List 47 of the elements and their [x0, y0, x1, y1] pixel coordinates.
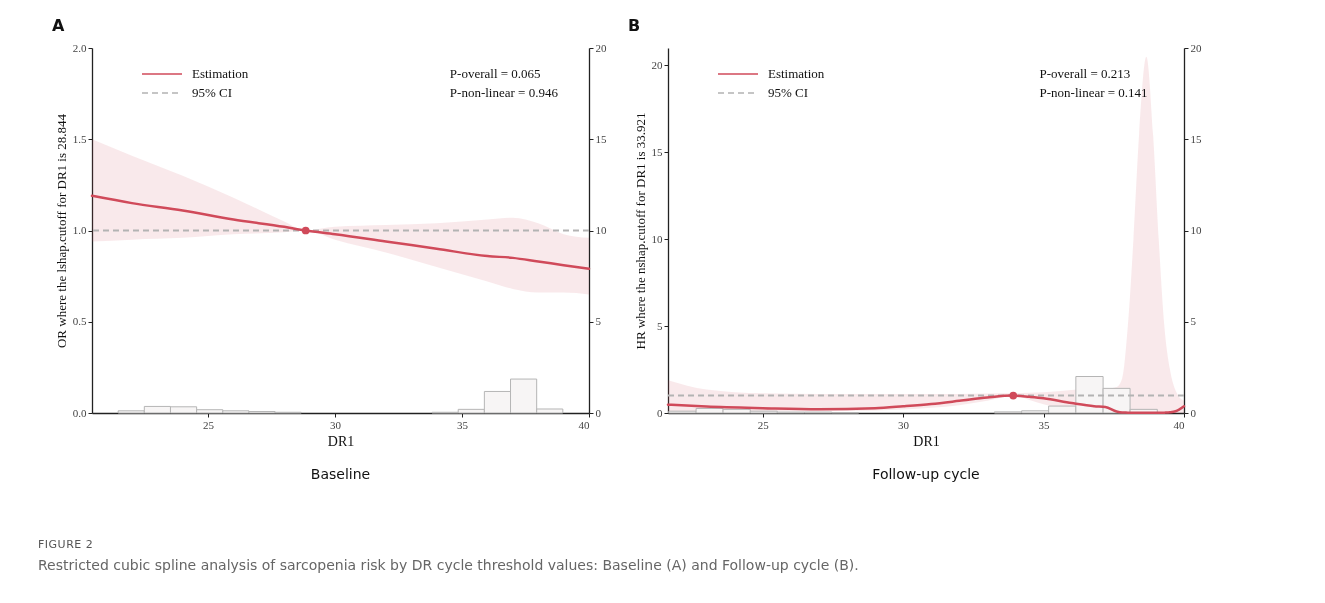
annotation: P-non-linear = 0.141: [1039, 85, 1148, 100]
legend-label: Estimation: [768, 66, 825, 81]
y2-tick-label: 15: [1190, 132, 1202, 145]
y-tick-label: 5: [657, 319, 663, 332]
chart-title: A: [52, 16, 65, 35]
x-tick-label: 30: [330, 418, 342, 431]
text: Restricted cubic spline analysis of sarcopenia risk by DR cycle threshold values: Baseline (A) and Follow-up cycle (B).: [38, 557, 859, 573]
legend-label: 95% CI: [768, 85, 809, 100]
y-tick-label: 1.5: [72, 132, 87, 145]
x-axis-title: DR1: [327, 433, 355, 449]
x-tick-label: 35: [457, 418, 469, 431]
y-tick-label: 15: [651, 145, 663, 158]
chart-title: B: [628, 16, 641, 35]
y2-tick-label: 20: [595, 41, 607, 54]
y-axis-title: OR where the lshap.cutoff for DR1 is 28.844: [53, 113, 69, 349]
y2-tick-label: 0: [1190, 406, 1197, 419]
y-tick-label: 2.0: [72, 41, 87, 54]
x-tick-label: 40: [578, 418, 590, 431]
text: Baseline: [310, 466, 371, 482]
legend-label: Estimation: [192, 66, 249, 81]
caption: FIGURE 2: [38, 538, 95, 551]
y2-tick-label: 5: [1190, 315, 1197, 328]
y2-tick-label: 15: [595, 132, 607, 145]
x-tick-label: 25: [757, 418, 770, 431]
y-tick-label: 20: [651, 58, 663, 71]
x-tick-label: 25: [203, 418, 215, 431]
text: Follow-up cycle: [872, 466, 980, 482]
legend-label: 95% CI: [192, 85, 233, 100]
y2-tick-label: 10: [595, 224, 607, 236]
y-tick-label: 0.5: [72, 315, 87, 328]
y2-tick-label: 5: [595, 315, 602, 328]
line-series: [90, 194, 591, 271]
x-axis-title: DR1: [913, 433, 940, 449]
y-tick-label: 0.0: [72, 406, 87, 419]
y2-tick-label: 0: [595, 406, 602, 419]
y2-tick-label: 10: [1190, 224, 1202, 236]
y-tick-label: 0: [657, 406, 663, 419]
y-tick-label: 1.0: [72, 224, 87, 236]
annotation: P-non-linear = 0.946: [449, 85, 559, 100]
y-tick-label: 10: [651, 232, 663, 245]
y-axis-title: HR where the nshap.cutoff for DR1 is 33.921: [632, 112, 648, 350]
x-tick-label: 35: [1038, 418, 1051, 431]
annotation: P-overall = 0.213: [1039, 66, 1131, 81]
x-tick-label: 30: [898, 418, 910, 431]
y2-tick-label: 20: [1190, 41, 1202, 54]
x-tick-label: 40: [1173, 418, 1185, 431]
annotation: P-overall = 0.065: [449, 66, 541, 81]
